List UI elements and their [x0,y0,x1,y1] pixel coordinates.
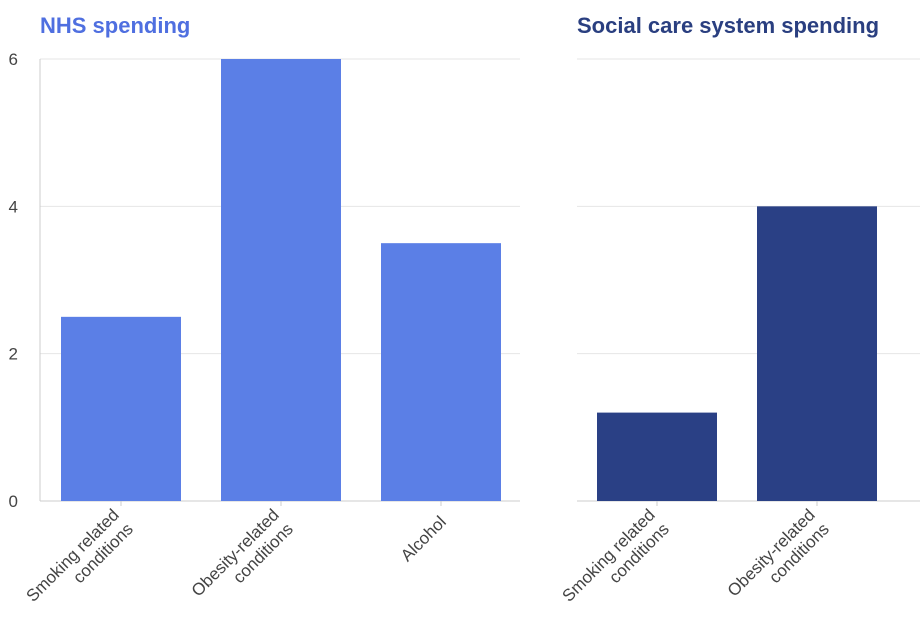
y-tick-label: 2 [9,345,18,364]
y-axis: 0 2 4 6 [9,50,18,511]
x-tick-label: Obesity-relatedconditions [188,505,297,614]
bar [597,412,717,501]
y-tick-label: 0 [9,492,18,511]
x-tick-label: Obesity-relatedconditions [724,505,833,614]
chart-title: NHS spending [40,13,190,38]
chart-title: Social care system spending [577,13,879,38]
x-tick-label: Smoking relatedconditions [22,505,136,619]
x-tick-label: Smoking relatedconditions [558,505,672,619]
bar [757,206,877,502]
nhs-spending-panel: NHS spending Smoking relatedconditions Ob… [22,13,520,619]
social-care-spending-panel: Social care system spending Smoking rela… [558,13,920,619]
bar [61,316,181,501]
bar [221,59,341,501]
bar [381,243,501,501]
y-tick-label: 4 [9,197,18,216]
y-tick-label: 6 [9,50,18,69]
x-tick-label: Alcohol [397,512,450,565]
